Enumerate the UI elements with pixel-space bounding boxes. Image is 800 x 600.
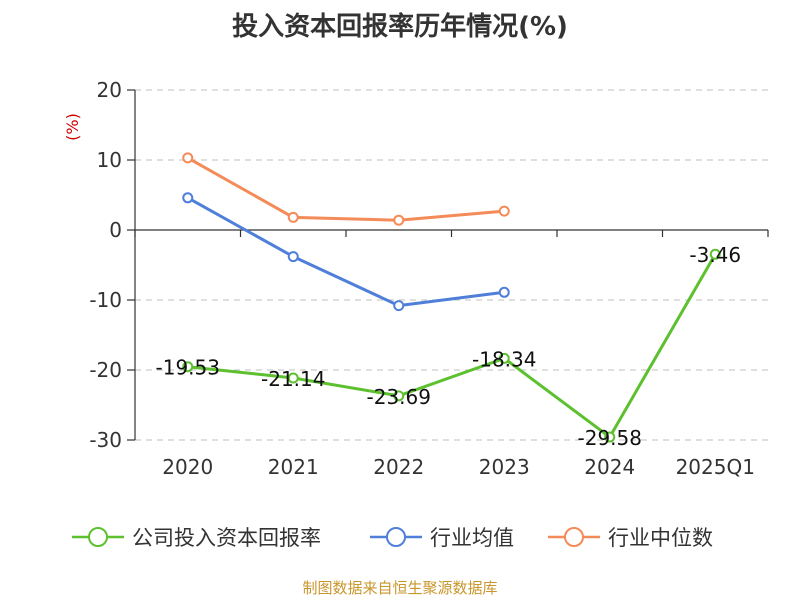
- data-point-industry_avg: [182, 192, 194, 204]
- data-labels: -19.53 -21.14 -23.69 -18.34 -29.58 -3.46: [156, 243, 742, 450]
- x-tick-label: 2021: [268, 455, 319, 479]
- data-point-industry_median: [182, 152, 194, 164]
- legend-item-company[interactable]: 公司投入资本回报率: [72, 526, 321, 550]
- legend-marker-icon: [88, 527, 108, 547]
- data-point-industry_median: [393, 214, 405, 226]
- x-tick-label: 2024: [584, 455, 635, 479]
- data-point-industry_avg: [393, 300, 405, 312]
- data-point-company: [182, 361, 194, 373]
- chart-title: 投入资本回报率历年情况(%): [232, 12, 568, 42]
- data-label-company: -3.46: [689, 243, 741, 267]
- data-point-company: [498, 352, 510, 364]
- x-tick-label: 2023: [479, 455, 530, 479]
- y-tick-label: -10: [89, 288, 122, 312]
- data-point-company: [287, 372, 299, 384]
- data-point-industry_avg: [498, 286, 510, 298]
- y-tick-label: 10: [97, 148, 122, 172]
- y-axis-unit: (%): [63, 113, 82, 141]
- legend-item-industry_avg[interactable]: 行业均值: [370, 526, 514, 550]
- legend-marker-icon: [386, 527, 406, 547]
- legend-label: 公司投入资本回报率: [132, 526, 321, 550]
- y-tick-label: -30: [89, 428, 122, 452]
- series-line-industry_avg: [187, 196, 505, 308]
- grid-lines: [135, 89, 768, 441]
- data-point-industry_median: [287, 211, 299, 223]
- axes: 20 10 0 -10 -20 -30 2020 2021 2022 2023 2024 2025Q1…: [63, 78, 769, 479]
- data-label-company: -18.34: [472, 347, 536, 371]
- x-tick-label: 2022: [373, 455, 424, 479]
- legend-item-industry_median[interactable]: 行业中位数: [548, 526, 713, 550]
- series-line-industry_median: [187, 156, 505, 222]
- x-tick-label: 2020: [162, 455, 213, 479]
- source-note: 制图数据来自恒生聚源数据库: [302, 579, 498, 597]
- legend-label: 行业中位数: [608, 526, 713, 550]
- legend-marker-icon: [564, 527, 584, 547]
- y-tick-label: 20: [97, 78, 122, 102]
- legend[interactable]: 公司投入资本回报率 行业均值 行业中位数: [72, 526, 713, 550]
- data-label-company: -23.69: [367, 385, 431, 409]
- data-point-company: [709, 248, 721, 260]
- data-label-company: -29.58: [578, 426, 642, 450]
- x-tick-label: 2025Q1: [676, 455, 755, 479]
- legend-label: 行业均值: [430, 526, 514, 550]
- data-label-company: -21.14: [261, 367, 325, 391]
- data-point-industry_median: [498, 205, 510, 217]
- data-label-company: -19.53: [156, 356, 220, 380]
- y-tick-label: -20: [89, 358, 122, 382]
- data-point-company: [604, 431, 616, 443]
- series-line-company: [187, 253, 717, 439]
- y-tick-label: 0: [109, 218, 122, 242]
- data-point-industry_avg: [287, 251, 299, 263]
- data-point-company: [393, 390, 405, 402]
- series-layer: [182, 152, 721, 443]
